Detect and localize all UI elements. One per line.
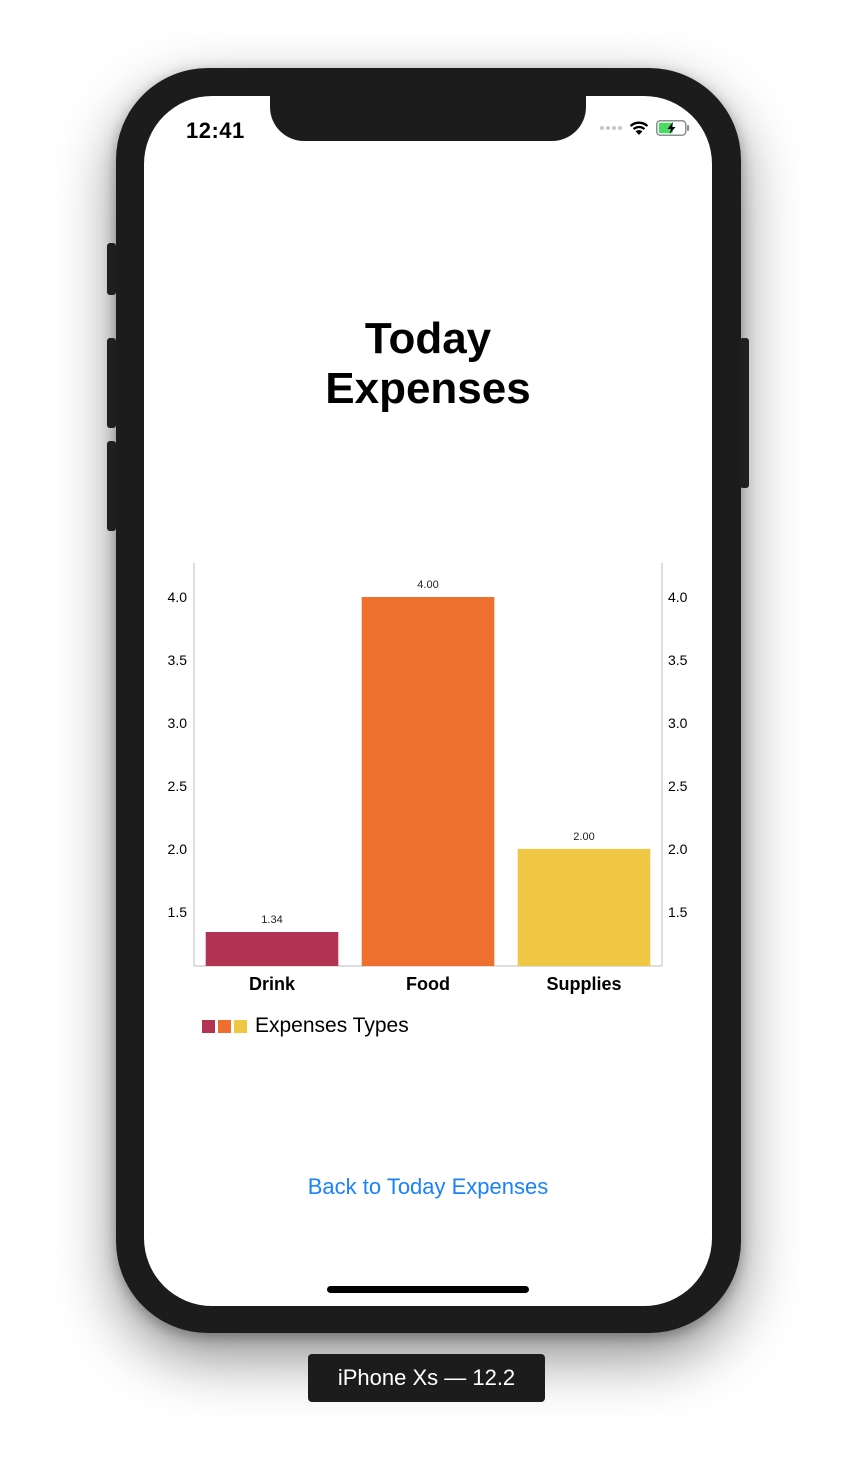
back-to-today-expenses-button[interactable]: Back to Today Expenses <box>307 1174 549 1199</box>
y-tick-label-left: 3.0 <box>168 715 188 731</box>
bar-value-label: 4.00 <box>417 579 438 591</box>
legend-label: Expenses Types <box>255 1014 409 1037</box>
power-button <box>740 338 749 488</box>
y-tick-label-right: 3.0 <box>668 715 688 731</box>
mute-switch <box>107 243 116 295</box>
home-indicator <box>327 1286 529 1293</box>
status-time: 12:41 <box>186 118 245 143</box>
bar-drink <box>205 931 339 966</box>
y-tick-label-right: 1.5 <box>668 904 688 920</box>
device-label: iPhone Xs — 12.2 <box>308 1354 545 1402</box>
page-title-line-2: Expenses <box>325 364 531 413</box>
y-tick-label-right: 3.5 <box>668 652 688 668</box>
chart-legend: Expenses Types <box>202 1014 409 1038</box>
bar-value-label: 1.34 <box>261 914 282 926</box>
x-tick-label: Supplies <box>546 974 621 994</box>
y-tick-label-right: 2.0 <box>668 841 688 857</box>
y-tick-label-left: 2.0 <box>168 841 188 857</box>
y-tick-label-left: 2.5 <box>168 778 188 794</box>
status-icons <box>600 120 690 136</box>
volume-up-button <box>107 338 116 428</box>
volume-down-button <box>107 441 116 531</box>
cellular-signal-icon <box>600 126 622 130</box>
page-title-line-1: Today <box>364 314 492 363</box>
wifi-icon <box>629 121 649 135</box>
x-tick-label: Food <box>406 974 450 994</box>
y-tick-label-right: 2.5 <box>668 778 688 794</box>
expenses-bar-chart: 4.0 4.0 3.5 3.5 3.0 3.0 2.5 2.5 2.0 2.0 1.5 1.5 1.34… <box>168 563 688 994</box>
bar-supplies <box>517 848 651 966</box>
device-screen: 12:41 Today Expenses 4.0 4.0 3.5 3.5 3.0 3.0 2… <box>144 96 712 1306</box>
legend-swatch-supplies <box>234 1019 247 1033</box>
bar-value-label: 2.00 <box>573 831 594 843</box>
notch <box>270 96 586 141</box>
battery-charging-icon <box>656 120 690 136</box>
y-tick-label-left: 4.0 <box>168 589 188 605</box>
x-tick-label: Drink <box>249 974 296 994</box>
y-tick-label-right: 4.0 <box>668 589 688 605</box>
legend-swatch-food <box>218 1019 231 1033</box>
bar-food <box>361 597 495 966</box>
legend-swatch-drink <box>202 1019 215 1033</box>
page-title: Today Expenses <box>144 314 712 414</box>
y-tick-label-left: 3.5 <box>168 652 188 668</box>
y-tick-label-left: 1.5 <box>168 904 188 920</box>
